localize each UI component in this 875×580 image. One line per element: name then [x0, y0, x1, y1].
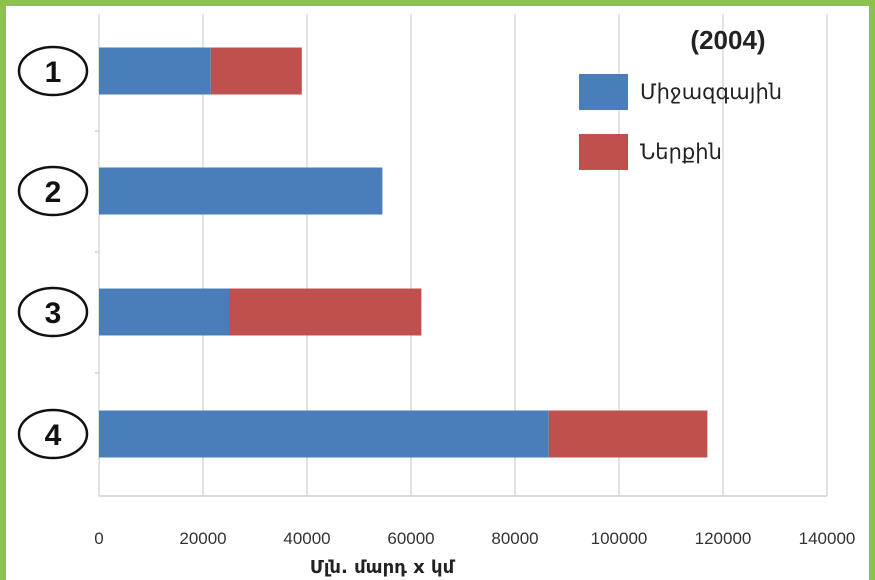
bar-segment: [99, 288, 229, 336]
x-tick-label: 20000: [179, 529, 226, 548]
category-circle: [17, 408, 89, 460]
chart-title: (2004): [690, 25, 765, 55]
x-tick-label: 0: [94, 529, 103, 548]
x-tick-label: 80000: [491, 529, 538, 548]
category-circle: [17, 45, 89, 97]
bar-segment: [210, 47, 302, 95]
x-tick-label: 40000: [283, 529, 330, 548]
x-tick-label: 100000: [591, 529, 648, 548]
bar-segment: [99, 410, 549, 458]
legend: Միջազգային Ներքին: [579, 74, 782, 170]
legend-label: Ներքին: [640, 140, 722, 164]
category-labels: 1 2 3 4: [17, 45, 89, 460]
category-circle: [17, 286, 89, 338]
category-label: 1: [45, 56, 62, 89]
x-tick-label: 120000: [695, 529, 752, 548]
category-label: 3: [45, 297, 62, 330]
legend-swatch: [579, 74, 628, 110]
legend-label: Միջազգային: [640, 80, 782, 104]
category-circle: [17, 165, 89, 217]
bars: [99, 47, 708, 458]
category-label: 2: [45, 176, 62, 209]
bar-segment: [99, 47, 211, 95]
legend-swatch: [579, 134, 628, 170]
bar-chart: 0 20000 40000 60000 80000 100000 120000 140000 …: [17, 14, 856, 578]
bar-segment: [99, 167, 383, 215]
chart-frame: 0 20000 40000 60000 80000 100000 120000 140000 …: [6, 6, 869, 580]
x-axis-label: Մլն. մարդ x կմ: [310, 557, 456, 578]
x-tick-label: 140000: [799, 529, 856, 548]
bar-segment: [548, 410, 708, 458]
bar-segment: [229, 288, 422, 336]
x-axis: 0 20000 40000 60000 80000 100000 120000 140000: [94, 130, 856, 548]
category-label: 4: [45, 419, 62, 452]
x-tick-label: 60000: [387, 529, 434, 548]
